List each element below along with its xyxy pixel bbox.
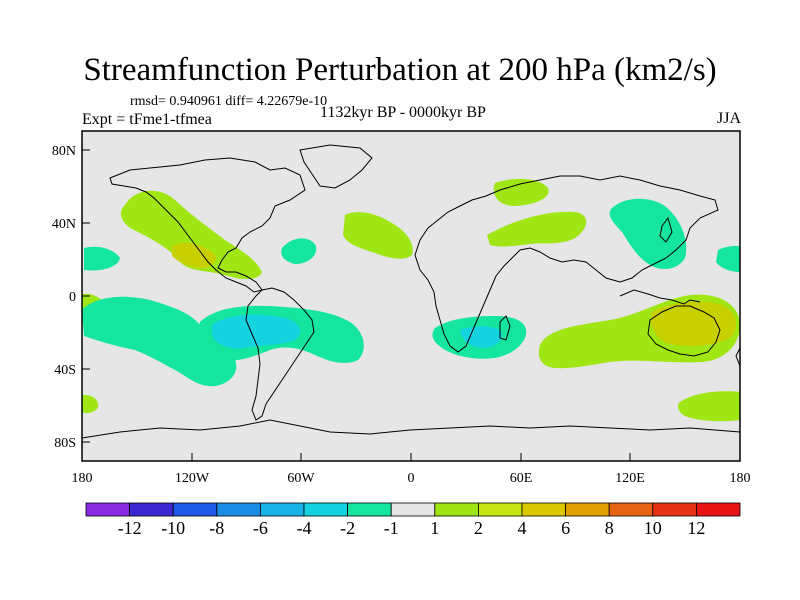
- colorbar-swatch: [521, 502, 566, 517]
- colorbar: -12 -10 -8 -6 -4 -2 -1 1 2 4 6 8 10 12: [85, 502, 741, 538]
- map-title: Streamfunction Perturbation at 200 hPa (…: [83, 52, 717, 88]
- colorbar-label: -1: [384, 518, 399, 538]
- colorbar-label: 6: [561, 518, 570, 538]
- anomaly-east-pacific-n: [84, 246, 120, 271]
- y-label-40n: 40N: [52, 217, 76, 232]
- coast-indonesia: [619, 289, 701, 305]
- colorbar-swatch: [303, 502, 348, 517]
- anomaly-north-pacific: [609, 198, 687, 270]
- coast-south-america: [245, 287, 315, 421]
- colorbar-label: -8: [209, 518, 224, 538]
- colorbar-label: 2: [474, 518, 483, 538]
- colorbar-label: 8: [605, 518, 614, 538]
- y-label-40s: 40S: [54, 363, 76, 378]
- colorbar-swatch: [608, 502, 654, 517]
- colorbar-label: 1: [430, 518, 439, 538]
- colorbar-swatch: [652, 502, 697, 517]
- coast-japan: [659, 216, 673, 243]
- map-background: [82, 131, 740, 461]
- colorbar-swatch: [390, 502, 436, 517]
- colorbar-label: 12: [687, 518, 705, 538]
- colorbar-swatch: [172, 502, 218, 517]
- coast-new-zealand: [735, 347, 740, 367]
- anomaly-atlantic-mid: [281, 238, 317, 264]
- anomaly-south-america-core: [212, 314, 301, 349]
- experiment-label: Expt = tFme1-tfmea: [82, 111, 212, 128]
- colorbar-swatch: [216, 502, 261, 517]
- coast-north-america: [109, 157, 306, 293]
- colorbar-swatch: [434, 502, 479, 517]
- colorbar-label: -12: [118, 518, 142, 538]
- colorbar-swatch: [85, 502, 130, 517]
- period-label: 1132kyr BP - 0000kyr BP: [320, 104, 486, 121]
- anomaly-africa-s-core: [460, 326, 503, 348]
- colorbar-swatch: [565, 502, 610, 517]
- y-label-80n: 80N: [52, 144, 76, 159]
- anomaly-atlantic-n: [343, 212, 413, 259]
- x-label-0: 0: [408, 471, 415, 486]
- coast-greenland: [299, 144, 373, 189]
- x-label-60w: 60W: [287, 471, 315, 486]
- season-label: JJA: [716, 110, 741, 127]
- x-label-120w: 120W: [175, 471, 210, 486]
- anomaly-north-america-core: [172, 242, 216, 268]
- x-label-180w: 180: [72, 471, 93, 486]
- coast-madagascar: [499, 315, 511, 341]
- anomaly-atlantic-ne: [493, 178, 549, 206]
- coast-antarctica: [82, 419, 740, 439]
- x-label-60e: 60E: [510, 471, 533, 486]
- colorbar-label: 10: [644, 518, 662, 538]
- colorbar-swatch: [259, 502, 305, 517]
- colorbar-label: -2: [340, 518, 355, 538]
- coast-europe-africa: [414, 175, 719, 353]
- contour-fields: [82, 178, 740, 422]
- anomaly-north-america: [120, 190, 262, 280]
- colorbar-swatch: [696, 502, 741, 517]
- anomaly-south-atlantic-w: [82, 394, 99, 414]
- colorbar-label: 4: [518, 518, 527, 538]
- colorbar-swatch: [129, 502, 174, 517]
- anomaly-asia: [487, 211, 587, 247]
- x-label-120e: 120E: [615, 471, 645, 486]
- colorbar-label: -6: [253, 518, 268, 538]
- anomaly-australia-core: [650, 301, 737, 346]
- anomaly-south-pacific: [677, 391, 740, 422]
- stats-text: rmsd= 0.940961 diff= 4.22679e-10: [130, 94, 328, 109]
- y-label-80s: 80S: [54, 436, 76, 451]
- colorbar-label: -4: [297, 518, 312, 538]
- anomaly-pacific-s-east: [82, 296, 237, 387]
- anomaly-east-pacific-n2: [716, 245, 740, 272]
- colorbar-label: -10: [161, 518, 185, 538]
- colorbar-swatch: [347, 502, 392, 517]
- coastlines: [82, 144, 740, 439]
- coast-australia: [647, 305, 721, 357]
- axis-ticks: [81, 149, 741, 461]
- x-label-180e: 180: [730, 471, 751, 486]
- colorbar-swatch: [477, 502, 523, 517]
- y-label-0: 0: [69, 290, 76, 305]
